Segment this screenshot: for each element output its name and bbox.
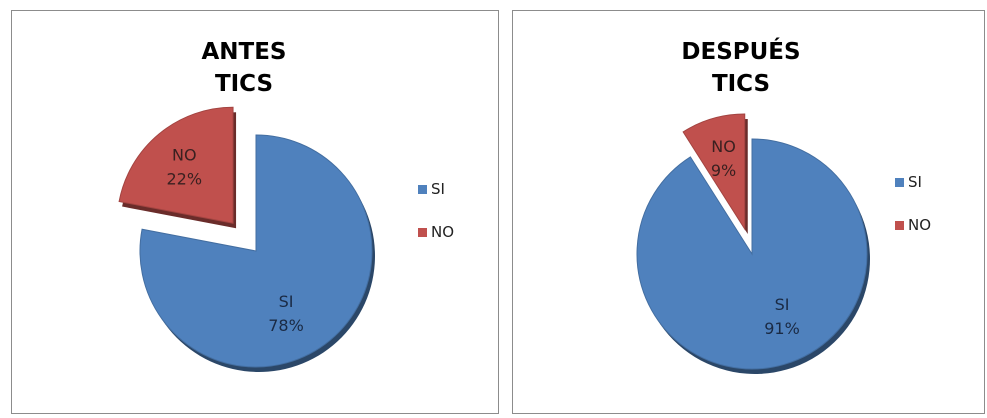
data-label-no-percent: 9% — [711, 161, 736, 180]
pie-slice-no — [118, 106, 237, 229]
legend-label-si: SI — [908, 173, 922, 191]
legend-entry-no: NO — [895, 216, 931, 234]
chart-panel-antes: ANTES TICS SI 78% NO 22% SI NO — [11, 10, 499, 414]
legend-swatch-no — [418, 228, 427, 237]
legend-swatch-si — [895, 178, 904, 187]
data-label-no-category: NO — [172, 145, 197, 164]
legend-entry-si: SI — [895, 173, 922, 191]
data-label-no-category: NO — [711, 137, 736, 156]
legend-swatch-si — [418, 185, 427, 194]
chart-title-line-2: TICS — [215, 71, 273, 97]
chart-panel-despues: DESPUÉS TICS SI 91% NO 9% SI NO — [512, 10, 985, 414]
data-label-no-percent: 22% — [166, 169, 202, 188]
data-label-si-category: SI — [775, 295, 790, 314]
legend-label-si: SI — [431, 180, 445, 198]
pie-slice-si — [139, 134, 375, 372]
data-label-si-percent: 91% — [764, 319, 800, 338]
pie-chart-despues: DESPUÉS TICS SI 91% NO 9% SI NO — [636, 37, 931, 374]
legend-label-no: NO — [431, 223, 454, 241]
chart-title-line-2: TICS — [712, 71, 770, 97]
legend-swatch-no — [895, 221, 904, 230]
chart-title-line-1: DESPUÉS — [681, 37, 800, 65]
data-label-si-percent: 78% — [268, 316, 304, 335]
legend-entry-si: SI — [418, 180, 445, 198]
chart-title-line-1: ANTES — [201, 39, 286, 65]
pie-slice-no — [682, 113, 748, 235]
legend-entry-no: NO — [418, 223, 454, 241]
data-label-si-category: SI — [279, 292, 294, 311]
pie-chart-antes: ANTES TICS SI 78% NO 22% SI NO — [118, 39, 454, 372]
pie-slice-si — [636, 138, 870, 374]
legend-label-no: NO — [908, 216, 931, 234]
